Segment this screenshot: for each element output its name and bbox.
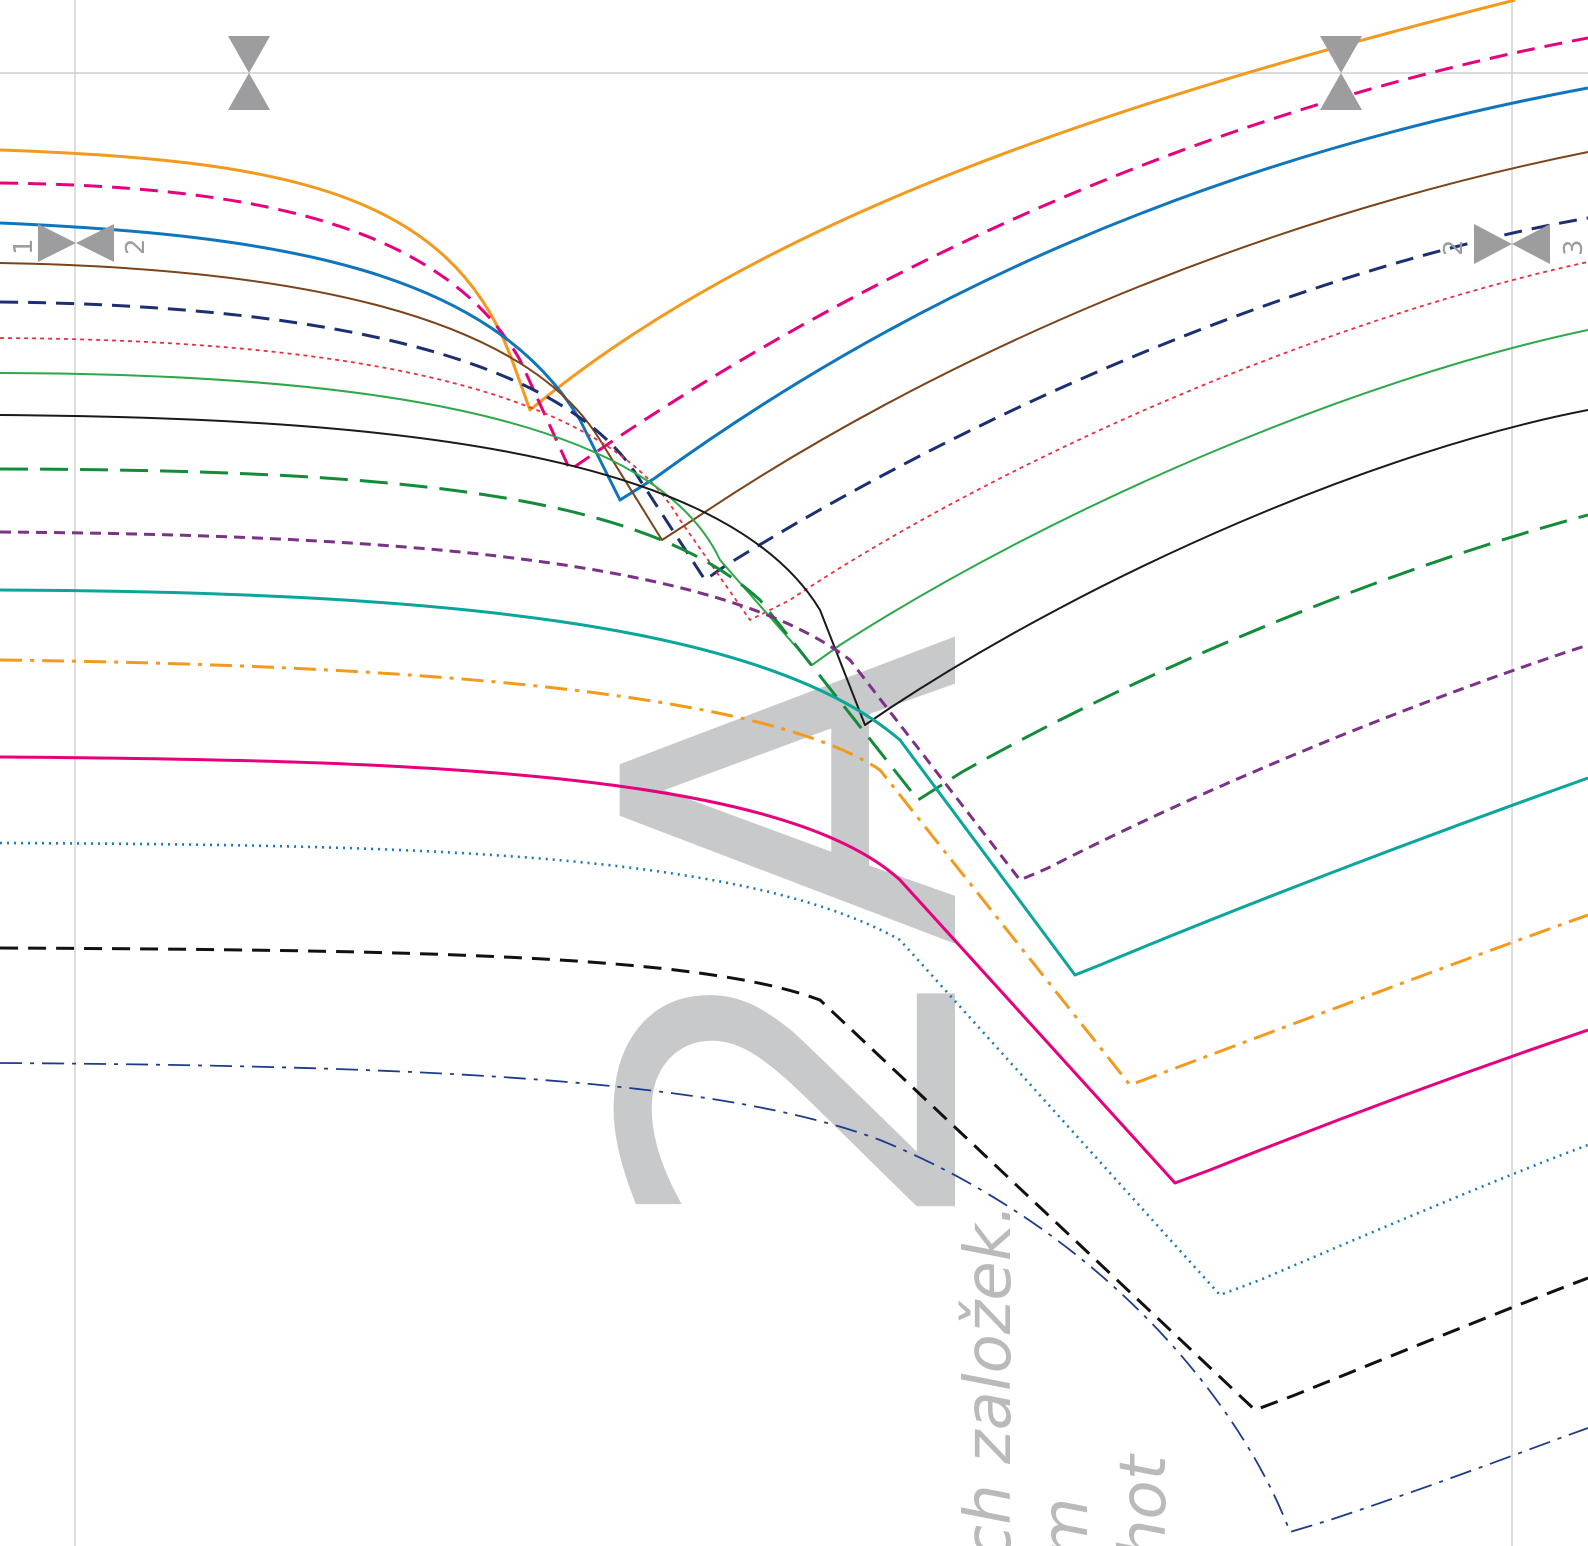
size-line-7 — [0, 329, 1588, 666]
grain-marker-left — [228, 36, 270, 110]
size-line-5 — [0, 216, 1588, 582]
match-mark-number-right-2: 3 — [1559, 239, 1588, 256]
size-line-4 — [0, 151, 1588, 541]
size-line-16 — [0, 1062, 1588, 1533]
instruction-note-1: ch založek. — [952, 1204, 1026, 1546]
size-line-3 — [0, 86, 1588, 502]
size-line-13 — [0, 755, 1588, 1185]
size-line-11 — [0, 588, 1588, 977]
match-mark-left — [38, 224, 114, 262]
size-line-12 — [0, 658, 1588, 1087]
size-line-2 — [0, 36, 1588, 472]
instruction-note-2: m — [1029, 1498, 1103, 1546]
match-mark-number-left-1: 1 — [9, 238, 39, 255]
size-line-8 — [0, 409, 1588, 726]
size-line-15 — [0, 946, 1588, 1412]
size-line-14 — [0, 841, 1588, 1297]
size-line-10 — [0, 530, 1588, 882]
match-mark-number-left-2: 2 — [121, 238, 151, 255]
instruction-note-3: hot — [1107, 1452, 1181, 1546]
match-mark-number-right-1: 2 — [1439, 239, 1469, 256]
match-mark-right — [1474, 224, 1550, 264]
size-line-1 — [0, 0, 1516, 412]
piece-label: 2A — [529, 631, 1064, 1240]
size-line-9 — [0, 467, 1588, 802]
grain-marker-right — [1320, 36, 1362, 110]
